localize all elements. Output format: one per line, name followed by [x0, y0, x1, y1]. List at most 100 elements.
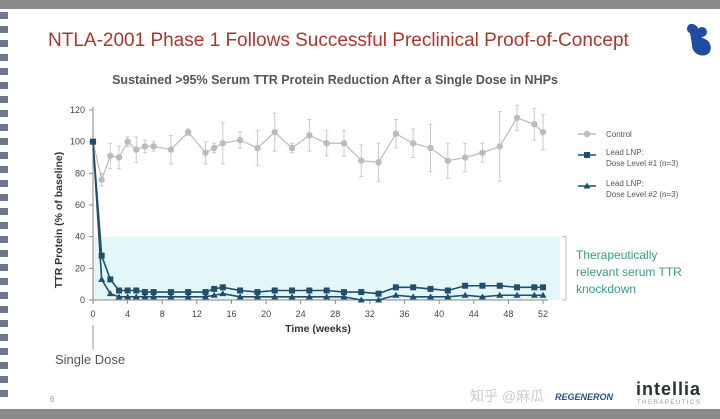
- data-point-1: [254, 289, 261, 296]
- data-point-0: [271, 128, 278, 136]
- data-point-1: [185, 289, 192, 296]
- dose-label: Single Dose: [55, 352, 125, 367]
- data-point-1: [141, 289, 148, 296]
- data-point-2: [375, 296, 383, 303]
- data-point-1: [150, 289, 157, 296]
- data-point-1: [375, 290, 382, 297]
- legend-label: Dose Level #2 (n=3): [606, 190, 679, 199]
- data-point-2: [427, 293, 434, 300]
- chart-title: Sustained >95% Serum TTR Protein Reducti…: [112, 73, 558, 87]
- x-tick-label: 36: [400, 309, 410, 319]
- data-point-2: [150, 293, 158, 300]
- data-point-2: [98, 275, 106, 282]
- data-point-0: [444, 157, 452, 164]
- data-point-2: [305, 293, 313, 300]
- data-point-0: [141, 143, 149, 150]
- data-point-1: [133, 287, 140, 294]
- data-point-0: [479, 149, 486, 156]
- y-axis-label: TTR Protein (% of baseline): [53, 152, 65, 289]
- data-point-1: [514, 284, 521, 291]
- watermark: 知乎 @麻瓜: [470, 388, 545, 404]
- data-point-2: [236, 293, 244, 300]
- data-point-2: [271, 293, 279, 300]
- data-point-0: [219, 140, 227, 147]
- intellia-logo: intellia: [636, 379, 702, 399]
- legend-label: Control: [606, 130, 632, 139]
- data-point-0: [150, 143, 157, 150]
- data-point-2: [89, 138, 97, 145]
- data-point-1: [340, 289, 347, 296]
- data-point-2: [115, 293, 123, 300]
- data-point-0: [323, 140, 330, 147]
- data-point-0: [167, 146, 175, 153]
- x-tick-label: 0: [90, 309, 95, 319]
- data-point-2: [106, 290, 114, 297]
- x-tick-label: 28: [330, 309, 340, 319]
- x-tick-label: 8: [160, 309, 165, 319]
- data-point-1: [540, 284, 546, 291]
- legend-marker: [583, 182, 591, 189]
- data-point-0: [184, 128, 192, 136]
- y-tick-label: 100: [70, 137, 85, 147]
- legend-label: Dose Level #1 (n=3): [606, 159, 679, 168]
- legend-label: Lead LNP:: [606, 148, 644, 157]
- band-label: relevant serum TTR: [576, 265, 682, 279]
- data-point-0: [375, 159, 382, 166]
- x-tick-label: 16: [226, 309, 236, 319]
- data-point-0: [115, 154, 123, 161]
- data-point-1: [271, 287, 278, 294]
- data-point-0: [409, 140, 417, 147]
- x-tick-label: 20: [261, 309, 271, 319]
- data-point-1: [167, 289, 174, 296]
- y-tick-label: 60: [75, 200, 85, 210]
- data-point-1: [410, 284, 417, 291]
- data-point-0: [392, 130, 400, 137]
- data-point-2: [253, 293, 261, 300]
- x-tick-label: 32: [365, 309, 375, 319]
- data-point-2: [288, 293, 296, 300]
- data-point-1: [392, 284, 399, 291]
- film-strip: [0, 12, 8, 404]
- y-tick-label: 40: [75, 232, 85, 242]
- data-point-0: [340, 140, 348, 147]
- slide-title: NTLA-2001 Phase 1 Follows Successful Pre…: [48, 30, 629, 51]
- data-point-1: [462, 282, 469, 289]
- data-point-0: [496, 143, 503, 150]
- data-point-1: [358, 289, 365, 296]
- intellia-sub: THERAPEUTICS: [637, 400, 702, 406]
- legend-marker: [583, 130, 591, 138]
- data-point-1: [427, 285, 434, 292]
- data-point-0: [531, 121, 538, 128]
- data-point-0: [98, 176, 105, 183]
- band-label: knockdown: [576, 282, 636, 296]
- data-point-2: [461, 291, 469, 298]
- data-point-2: [496, 291, 504, 298]
- x-tick-label: 12: [192, 309, 202, 319]
- data-point-2: [539, 291, 547, 298]
- legend-label: Lead LNP:: [606, 179, 644, 188]
- page-number: 6: [50, 395, 55, 404]
- data-point-1: [323, 287, 330, 294]
- data-point-0: [306, 132, 313, 139]
- x-tick-label: 44: [469, 309, 479, 319]
- data-point-1: [444, 287, 451, 294]
- data-point-0: [461, 154, 469, 161]
- data-point-0: [210, 144, 218, 152]
- data-point-0: [236, 136, 244, 144]
- y-tick-label: 20: [75, 263, 85, 273]
- data-point-2: [392, 291, 400, 298]
- data-point-0: [124, 138, 131, 145]
- data-point-2: [184, 293, 192, 300]
- data-point-2: [202, 293, 209, 300]
- bottom-bar: [0, 409, 720, 419]
- data-point-2: [323, 293, 331, 300]
- data-point-2: [513, 291, 521, 298]
- data-point-0: [107, 152, 114, 160]
- data-point-2: [210, 291, 218, 298]
- data-point-2: [478, 293, 486, 300]
- data-point-1: [531, 284, 538, 291]
- data-point-1: [237, 287, 244, 294]
- data-point-1: [306, 287, 313, 294]
- x-tick-label: 52: [538, 309, 548, 319]
- y-tick-label: 80: [75, 168, 85, 178]
